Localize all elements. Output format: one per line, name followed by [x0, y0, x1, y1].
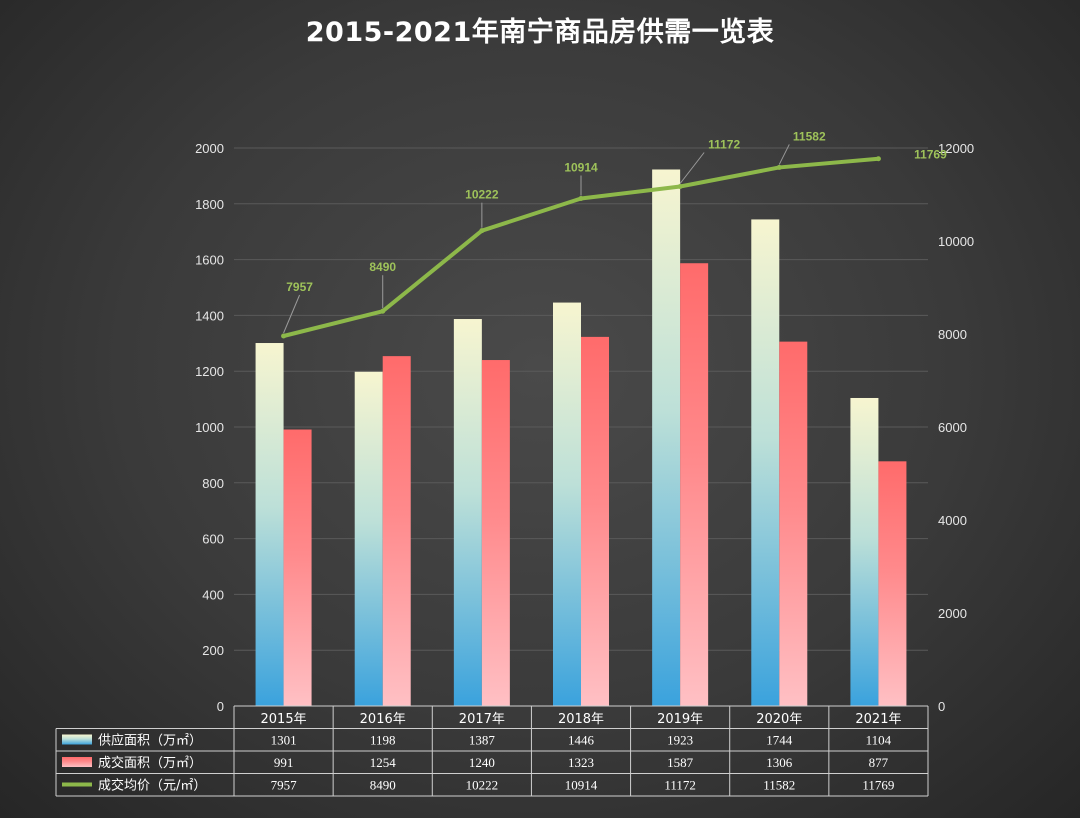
table-value-cell: 1306 [766, 755, 793, 770]
table-value-cell: 11582 [763, 778, 795, 793]
price-line [281, 156, 881, 339]
table-value-cell: 1254 [370, 755, 397, 770]
left-tick-label: 1800 [195, 197, 224, 212]
right-tick-label: 10000 [938, 234, 974, 249]
left-axis: 0 200 400 600 800 1000 1200 1400 1600 1800 2000 [195, 141, 224, 714]
supply-bar [255, 343, 284, 706]
price-point [677, 184, 683, 190]
table-header-cell: 2015年 [261, 712, 307, 727]
left-tick-label: 0 [217, 699, 224, 714]
price-point [875, 156, 881, 162]
table-value-cell: 10222 [466, 778, 499, 793]
table-value-cell: 1198 [370, 733, 396, 748]
table-value-cell: 1240 [469, 755, 495, 770]
table-header-cell: 2021年 [855, 712, 901, 727]
price-data-label: 8490 [369, 260, 396, 274]
supply-bar [850, 397, 879, 706]
right-axis: 0 2000 4000 6000 8000 10000 12000 [938, 141, 974, 714]
table-header-cell: 2019年 [657, 712, 703, 727]
right-tick-label: 6000 [938, 420, 967, 435]
table-value-cell: 11769 [862, 778, 894, 793]
legend-key [62, 734, 92, 745]
deal-bar [382, 356, 411, 706]
left-tick-label: 1200 [195, 364, 224, 379]
price-data-label: 11769 [914, 148, 947, 162]
table-header-cell: 2016年 [360, 712, 406, 727]
price-data-label: 11582 [793, 129, 826, 143]
price-data-label: 10222 [465, 188, 499, 202]
price-point [479, 228, 485, 234]
price-point [578, 195, 584, 201]
table-value-cell: 10914 [565, 778, 598, 793]
price-data-label: 7957 [286, 280, 313, 294]
right-tick-label: 8000 [938, 327, 967, 342]
table-value-cell: 877 [869, 755, 889, 770]
series-name: 成交面积（万㎡） [98, 755, 202, 771]
deal-bar [779, 341, 808, 706]
table-value-cell: 991 [274, 755, 294, 770]
table-value-cell: 1587 [667, 755, 694, 770]
table-value-cell: 1923 [667, 733, 693, 748]
legend-key [62, 757, 92, 767]
table-value-cell: 7957 [271, 778, 298, 793]
series-name: 成交均价（元/㎡） [98, 778, 206, 794]
left-tick-label: 1600 [195, 253, 224, 268]
table-value-cell: 1387 [469, 733, 496, 748]
price-point [380, 308, 386, 314]
left-tick-label: 2000 [195, 141, 224, 156]
supply-bar [652, 169, 681, 706]
data-labels: 7957 8490 10222 10914 11172 11582 11769 [283, 129, 947, 334]
deal-bar [878, 461, 907, 706]
right-tick-label: 12000 [938, 141, 974, 156]
deal-bar [481, 360, 510, 706]
right-tick-label: 4000 [938, 513, 967, 528]
table-value-cell: 11172 [664, 778, 696, 793]
chart-title: 2015-2021年南宁商品房供需一览表 [305, 17, 775, 48]
label-leader [679, 152, 705, 184]
supply-bar [453, 319, 482, 706]
supply-bar [751, 219, 780, 706]
table-value-cell: 1446 [568, 733, 595, 748]
bars [255, 169, 907, 706]
deal-bar [581, 336, 609, 706]
table-header-cell: 2018年 [558, 712, 604, 727]
table-value-cell: 1301 [271, 733, 297, 748]
series-name: 供应面积（万㎡） [98, 733, 202, 749]
data-table: 2015年 2016年 2017年 2018年 2019年 2020年 2021年供应面积（… [55, 705, 929, 797]
table-value-cell: 8490 [370, 778, 396, 793]
supply-bar [354, 371, 383, 706]
price-point [776, 164, 782, 170]
deal-bar [283, 429, 312, 706]
table-value-cell: 1744 [766, 733, 793, 748]
left-tick-label: 400 [202, 587, 224, 602]
supply-bar [553, 302, 581, 706]
table-value-cell: 1104 [866, 733, 892, 748]
left-tick-label: 800 [202, 476, 224, 491]
table-header-cell: 2020年 [756, 712, 802, 727]
right-tick-label: 0 [938, 699, 945, 714]
label-leader [778, 144, 790, 165]
label-leader [283, 294, 301, 334]
price-data-label: 10914 [564, 160, 598, 174]
deal-bar [680, 263, 709, 706]
table-header-cell: 2017年 [459, 712, 505, 727]
table-value-cell: 1323 [568, 755, 594, 770]
left-tick-label: 1000 [195, 420, 224, 435]
left-tick-label: 1400 [195, 308, 224, 323]
left-tick-label: 600 [202, 532, 224, 547]
price-point [281, 333, 287, 339]
right-tick-label: 2000 [938, 606, 967, 621]
price-data-label: 11172 [708, 138, 740, 152]
left-tick-label: 200 [202, 643, 224, 658]
